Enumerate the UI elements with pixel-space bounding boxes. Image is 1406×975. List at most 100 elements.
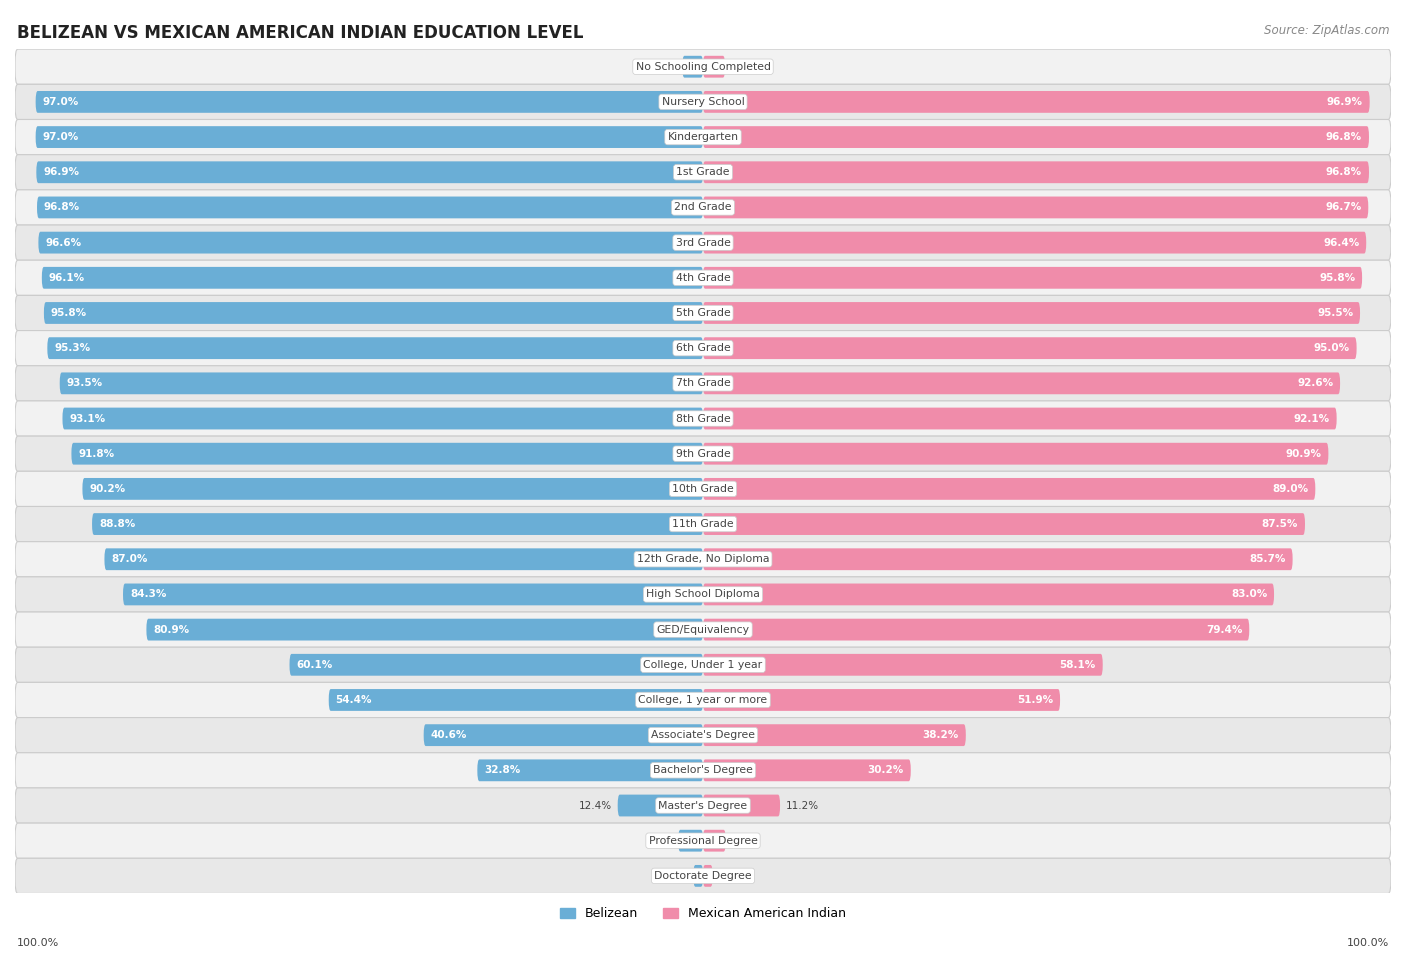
Text: 97.0%: 97.0% — [42, 132, 79, 142]
Text: 96.8%: 96.8% — [1326, 168, 1362, 177]
Text: 93.5%: 93.5% — [66, 378, 103, 388]
Text: 95.3%: 95.3% — [55, 343, 90, 353]
FancyBboxPatch shape — [703, 302, 1360, 324]
FancyBboxPatch shape — [42, 267, 703, 289]
FancyBboxPatch shape — [35, 91, 703, 113]
Text: 6th Grade: 6th Grade — [676, 343, 730, 353]
FancyBboxPatch shape — [703, 619, 1250, 641]
Text: 54.4%: 54.4% — [336, 695, 373, 705]
Text: 30.2%: 30.2% — [868, 765, 904, 775]
Text: 80.9%: 80.9% — [153, 625, 190, 635]
FancyBboxPatch shape — [703, 267, 1362, 289]
FancyBboxPatch shape — [682, 56, 703, 78]
Text: 83.0%: 83.0% — [1230, 590, 1267, 600]
Text: 11th Grade: 11th Grade — [672, 519, 734, 529]
FancyBboxPatch shape — [15, 155, 1391, 190]
Text: Nursery School: Nursery School — [662, 97, 744, 107]
FancyBboxPatch shape — [703, 513, 1305, 535]
Text: 96.1%: 96.1% — [49, 273, 84, 283]
FancyBboxPatch shape — [15, 577, 1391, 612]
Text: Professional Degree: Professional Degree — [648, 836, 758, 845]
Text: 7th Grade: 7th Grade — [676, 378, 730, 388]
Text: 11.2%: 11.2% — [786, 800, 818, 810]
FancyBboxPatch shape — [703, 161, 1369, 183]
Text: 92.1%: 92.1% — [1294, 413, 1330, 423]
FancyBboxPatch shape — [703, 724, 966, 746]
Text: 8th Grade: 8th Grade — [676, 413, 730, 423]
Text: 96.9%: 96.9% — [1327, 97, 1362, 107]
FancyBboxPatch shape — [693, 865, 703, 887]
Text: 96.7%: 96.7% — [1326, 203, 1361, 213]
Text: 38.2%: 38.2% — [922, 730, 959, 740]
FancyBboxPatch shape — [703, 443, 1329, 465]
Text: BELIZEAN VS MEXICAN AMERICAN INDIAN EDUCATION LEVEL: BELIZEAN VS MEXICAN AMERICAN INDIAN EDUC… — [17, 24, 583, 42]
FancyBboxPatch shape — [15, 471, 1391, 506]
FancyBboxPatch shape — [678, 830, 703, 851]
FancyBboxPatch shape — [329, 689, 703, 711]
Text: Master's Degree: Master's Degree — [658, 800, 748, 810]
FancyBboxPatch shape — [703, 126, 1369, 148]
FancyBboxPatch shape — [15, 612, 1391, 647]
Text: 90.2%: 90.2% — [90, 484, 125, 494]
Text: 87.0%: 87.0% — [111, 554, 148, 565]
FancyBboxPatch shape — [703, 654, 1102, 676]
FancyBboxPatch shape — [15, 331, 1391, 366]
FancyBboxPatch shape — [703, 795, 780, 816]
FancyBboxPatch shape — [37, 161, 703, 183]
FancyBboxPatch shape — [617, 795, 703, 816]
FancyBboxPatch shape — [290, 654, 703, 676]
Text: 93.1%: 93.1% — [69, 413, 105, 423]
Text: 96.8%: 96.8% — [44, 203, 80, 213]
Text: 85.7%: 85.7% — [1250, 554, 1285, 565]
FancyBboxPatch shape — [703, 760, 911, 781]
FancyBboxPatch shape — [15, 49, 1391, 84]
FancyBboxPatch shape — [44, 302, 703, 324]
Text: 95.0%: 95.0% — [1313, 343, 1350, 353]
Text: 12th Grade, No Diploma: 12th Grade, No Diploma — [637, 554, 769, 565]
Text: 32.8%: 32.8% — [484, 765, 520, 775]
Text: No Schooling Completed: No Schooling Completed — [636, 61, 770, 72]
Text: 100.0%: 100.0% — [1347, 938, 1389, 948]
FancyBboxPatch shape — [703, 583, 1274, 605]
FancyBboxPatch shape — [15, 823, 1391, 858]
Text: 9th Grade: 9th Grade — [676, 448, 730, 458]
FancyBboxPatch shape — [62, 408, 703, 429]
Text: 88.8%: 88.8% — [98, 519, 135, 529]
FancyBboxPatch shape — [15, 84, 1391, 120]
Text: 1.4%: 1.4% — [661, 871, 688, 880]
FancyBboxPatch shape — [15, 120, 1391, 155]
Text: 12.4%: 12.4% — [579, 800, 612, 810]
FancyBboxPatch shape — [15, 401, 1391, 436]
FancyBboxPatch shape — [15, 542, 1391, 577]
Text: 96.6%: 96.6% — [45, 238, 82, 248]
FancyBboxPatch shape — [703, 478, 1316, 500]
Text: 96.4%: 96.4% — [1323, 238, 1360, 248]
Text: 95.5%: 95.5% — [1317, 308, 1353, 318]
FancyBboxPatch shape — [48, 337, 703, 359]
FancyBboxPatch shape — [15, 753, 1391, 788]
FancyBboxPatch shape — [104, 548, 703, 570]
FancyBboxPatch shape — [15, 682, 1391, 718]
FancyBboxPatch shape — [37, 197, 703, 218]
FancyBboxPatch shape — [703, 830, 725, 851]
FancyBboxPatch shape — [91, 513, 703, 535]
FancyBboxPatch shape — [59, 372, 703, 394]
Text: College, 1 year or more: College, 1 year or more — [638, 695, 768, 705]
FancyBboxPatch shape — [146, 619, 703, 641]
FancyBboxPatch shape — [15, 858, 1391, 893]
FancyBboxPatch shape — [15, 190, 1391, 225]
FancyBboxPatch shape — [703, 197, 1368, 218]
FancyBboxPatch shape — [703, 548, 1292, 570]
FancyBboxPatch shape — [703, 408, 1337, 429]
Text: 1st Grade: 1st Grade — [676, 168, 730, 177]
Text: 87.5%: 87.5% — [1261, 519, 1298, 529]
Text: 3.0%: 3.0% — [651, 61, 676, 72]
Text: 3.3%: 3.3% — [731, 836, 758, 845]
Text: 40.6%: 40.6% — [430, 730, 467, 740]
Text: 89.0%: 89.0% — [1272, 484, 1309, 494]
Text: 1.4%: 1.4% — [718, 871, 745, 880]
Text: 3.6%: 3.6% — [647, 836, 672, 845]
FancyBboxPatch shape — [15, 718, 1391, 753]
Text: Associate's Degree: Associate's Degree — [651, 730, 755, 740]
Text: 51.9%: 51.9% — [1017, 695, 1053, 705]
